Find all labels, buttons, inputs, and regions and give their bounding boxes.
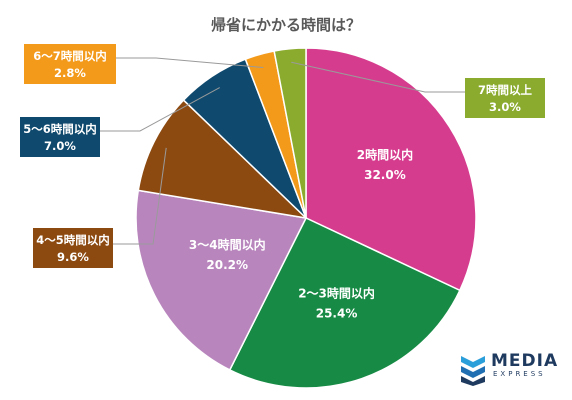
callout-leader-line [116, 57, 264, 69]
pie-slice [228, 217, 461, 389]
slice-label: 5～6時間以内 [23, 122, 97, 136]
media-express-logo-icon [461, 356, 485, 386]
slice-value-label: 25.4% [316, 306, 358, 320]
chart-title: 帰省にかかる時間は？ [210, 16, 361, 34]
slice-value-label: 32.0% [364, 168, 406, 182]
slice-value-label: 9.6% [57, 250, 89, 264]
slice-value-label: 7.0% [44, 139, 76, 153]
slice-label: 7時間以上 [478, 83, 533, 97]
callout-box [20, 117, 100, 157]
slice-label: 4～5時間以内 [36, 233, 110, 247]
callout-box [465, 78, 545, 118]
callout-box [33, 228, 113, 268]
callout-box [24, 44, 116, 84]
pie-slice [137, 99, 309, 220]
slice-label: 6～7時間以内 [33, 49, 107, 63]
slice-label: 3～4時間以内 [189, 237, 266, 252]
slice-value-label: 3.0% [489, 100, 521, 114]
logo-sub-text: EXPRESS [493, 370, 546, 378]
slice-label: 2時間以内 [357, 147, 413, 162]
callout-leader-line [291, 61, 465, 93]
pie-slice [135, 189, 308, 371]
logo-main-text: MEDIA [491, 351, 559, 371]
pie-slice [305, 47, 477, 292]
slice-label: 2～3時間以内 [298, 285, 375, 300]
slice-value-label: 2.8% [54, 66, 86, 80]
callout-leader-line [100, 87, 220, 132]
pie-slice [273, 47, 307, 219]
slice-value-label: 20.2% [206, 258, 248, 272]
media-express-logo: MEDIA EXPRESS [491, 352, 558, 379]
callout-leader-line [113, 147, 167, 245]
